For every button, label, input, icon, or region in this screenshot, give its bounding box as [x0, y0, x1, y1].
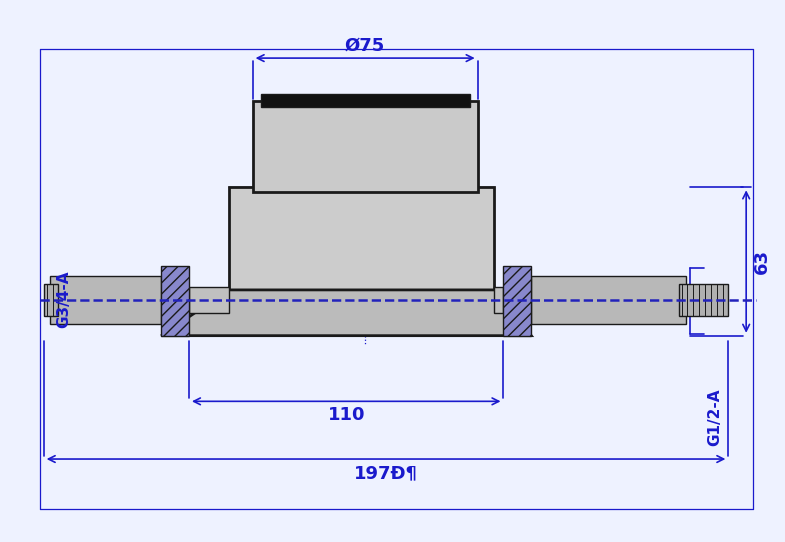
Bar [503, 266, 531, 335]
Bar [44, 284, 58, 316]
Bar [161, 266, 189, 335]
Bar [495, 287, 503, 313]
Bar [49, 276, 161, 324]
Bar [678, 284, 728, 316]
Text: G1/2-A: G1/2-A [706, 389, 722, 446]
Bar [229, 188, 495, 290]
Bar [253, 101, 477, 192]
Text: Ø75: Ø75 [345, 36, 385, 54]
Text: 197Ð¶: 197Ð¶ [354, 464, 418, 482]
Bar [261, 94, 469, 107]
Polygon shape [161, 290, 531, 335]
Text: G3/4-A: G3/4-A [57, 270, 71, 327]
Polygon shape [229, 188, 495, 192]
Bar [189, 287, 229, 313]
Bar [531, 276, 687, 324]
Text: 110: 110 [327, 406, 365, 424]
Text: 63: 63 [753, 249, 771, 274]
